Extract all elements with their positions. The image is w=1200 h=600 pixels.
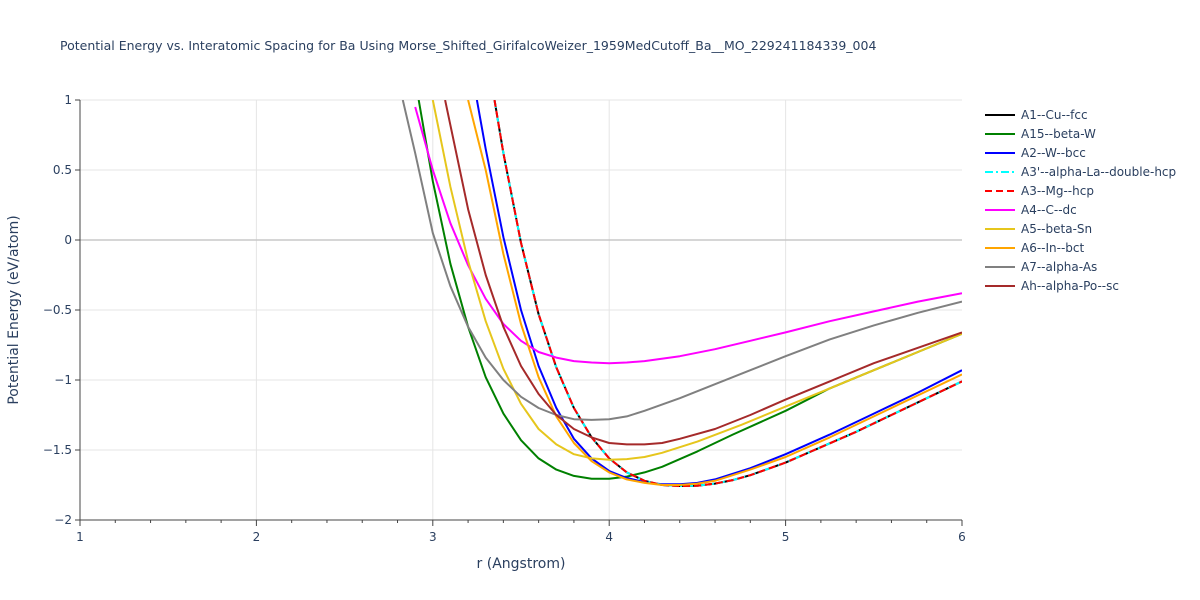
grid-lines [80, 99, 962, 520]
y-tick-label: 0 [64, 233, 72, 247]
series-lines [401, 100, 962, 487]
legend-item[interactable]: A2--W--bcc [985, 146, 1086, 160]
x-tick-label: 3 [429, 530, 437, 544]
legend-item[interactable]: A15--beta-W [985, 127, 1096, 141]
legend-label: A6--In--bct [1021, 241, 1085, 255]
series-line-10 [444, 100, 962, 446]
series-line-6 [414, 106, 962, 365]
y-tick-labels: −2 −1.5 −1 −0.5 0 0.5 1 [43, 93, 72, 527]
y-axis-label: Potential Energy (eV/atom) [6, 215, 22, 404]
x-axis-label: r (Angstrom) [477, 556, 566, 572]
y-tick-label: −2 [54, 513, 72, 527]
y-tick-label: −1.5 [43, 443, 72, 457]
legend: A1--Cu--fcc A15--beta-W A2--W--bcc A3'--alp… [985, 108, 1176, 293]
x-tick-labels: 1 2 3 4 5 6 [76, 530, 966, 544]
legend-item[interactable]: Ah--alpha-Po--sc [985, 279, 1119, 293]
legend-label: Ah--alpha-Po--sc [1021, 279, 1119, 293]
x-tick-label: 4 [605, 530, 613, 544]
legend-label: A4--C--dc [1021, 203, 1077, 217]
x-tick-label: 2 [253, 530, 261, 544]
legend-label: A1--Cu--fcc [1021, 108, 1088, 122]
series-line-9 [401, 100, 962, 421]
legend-label: A2--W--bcc [1021, 146, 1086, 160]
axes [75, 99, 963, 526]
x-tick-label: 1 [76, 530, 84, 544]
legend-item[interactable]: A3--Mg--hcp [985, 184, 1094, 198]
series-line-7 [431, 100, 962, 461]
legend-item[interactable]: A5--beta-Sn [985, 222, 1092, 236]
chart-title: Potential Energy vs. Interatomic Spacing… [60, 38, 876, 53]
legend-item[interactable]: A3'--alpha-La--double-hcp [985, 165, 1176, 179]
y-tick-label: 1 [64, 93, 72, 107]
legend-item[interactable]: A6--In--bct [985, 241, 1085, 255]
y-tick-label: −1 [54, 373, 72, 387]
x-tick-label: 6 [958, 530, 966, 544]
legend-label: A7--alpha-As [1021, 260, 1097, 274]
legend-item[interactable]: A1--Cu--fcc [985, 108, 1088, 122]
legend-item[interactable]: A7--alpha-As [985, 260, 1097, 274]
series-line-8 [467, 100, 962, 486]
legend-label: A3'--alpha-La--double-hcp [1021, 165, 1176, 179]
legend-label: A3--Mg--hcp [1021, 184, 1094, 198]
x-tick-label: 5 [782, 530, 790, 544]
y-tick-label: 0.5 [53, 163, 72, 177]
legend-label: A15--beta-W [1021, 127, 1096, 141]
legend-item[interactable]: A4--C--dc [985, 203, 1077, 217]
series-line-2 [417, 100, 962, 480]
series-line-5 [493, 100, 962, 487]
y-tick-label: −0.5 [43, 303, 72, 317]
legend-label: A5--beta-Sn [1021, 222, 1092, 236]
